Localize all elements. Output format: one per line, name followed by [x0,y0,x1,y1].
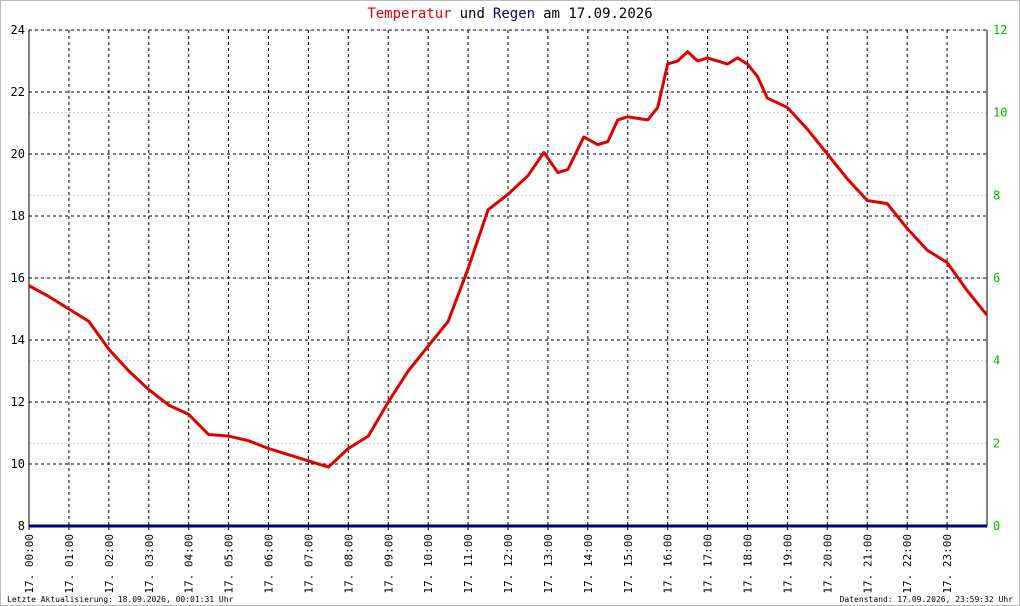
x-tick-label: 17. 09:00 [382,534,395,594]
title-part: Regen [493,6,535,22]
x-tick-label: 17. 17:00 [702,534,715,594]
y2-tick-label: 6 [993,271,1000,285]
x-tick-label: 17. 19:00 [781,534,794,594]
x-tick-label: 17. 16:00 [662,534,675,594]
x-tick-label: 17. 02:00 [103,534,116,594]
title-part: und [460,6,485,22]
y2-tick-label: 0 [993,519,1000,533]
y2-tick-label: 10 [993,106,1007,120]
x-tick-label: 17. 18:00 [742,534,755,594]
x-tick-label: 17. 15:00 [622,534,635,594]
footer-right: Datenstand: 17.09.2026, 23:59:32 Uhr [840,595,1014,604]
x-tick-label: 17. 12:00 [502,534,515,594]
data-line [28,50,989,469]
x-tick-label: 17. 04:00 [183,534,196,594]
y-tick-label: 18 [11,209,25,223]
x-tick-label: 17. 05:00 [223,534,236,594]
x-tick-label: 17. 07:00 [302,534,315,594]
y2-tick-label: 2 [993,436,1000,450]
y-tick-label: 22 [11,85,25,99]
x-tick-label: 17. 21:00 [861,534,874,594]
y-tick-label: 8 [18,519,25,533]
x-tick-label: 17. 11:00 [462,534,475,594]
x-tick-label: 17. 01:00 [63,534,76,594]
y2-tick-label: 4 [993,354,1000,368]
title-part: am 17.09.2026 [543,6,653,22]
title-part: Temperatur [367,6,451,22]
y-tick-label: 10 [11,457,25,471]
y-tick-label: 16 [11,271,25,285]
y-tick-label: 20 [11,147,25,161]
y2-tick-label: 12 [993,23,1007,37]
chart-title: Temperatur und Regen am 17.09.2026 [367,6,652,22]
x-tick-label: 17. 06:00 [263,534,276,594]
x-tick-label: 17. 10:00 [422,534,435,594]
y-tick-label: 14 [11,333,25,347]
x-tick-label: 17. 08:00 [342,534,355,594]
y-tick-label: 12 [11,395,25,409]
x-tick-label: 17. 13:00 [542,534,555,594]
x-tick-label: 17. 22:00 [901,534,914,594]
x-tick-label: 17. 20:00 [821,534,834,594]
x-tick-label: 17. 00:00 [23,534,36,594]
x-tick-label: 17. 14:00 [582,534,595,594]
footer-left: Letzte Aktualisierung: 18.09.2026, 00:01… [7,595,234,604]
y2-tick-label: 8 [993,188,1000,202]
x-tick-label: 17. 03:00 [143,534,156,594]
x-tick-label: 17. 23:00 [941,534,954,594]
y-tick-label: 24 [11,23,25,37]
